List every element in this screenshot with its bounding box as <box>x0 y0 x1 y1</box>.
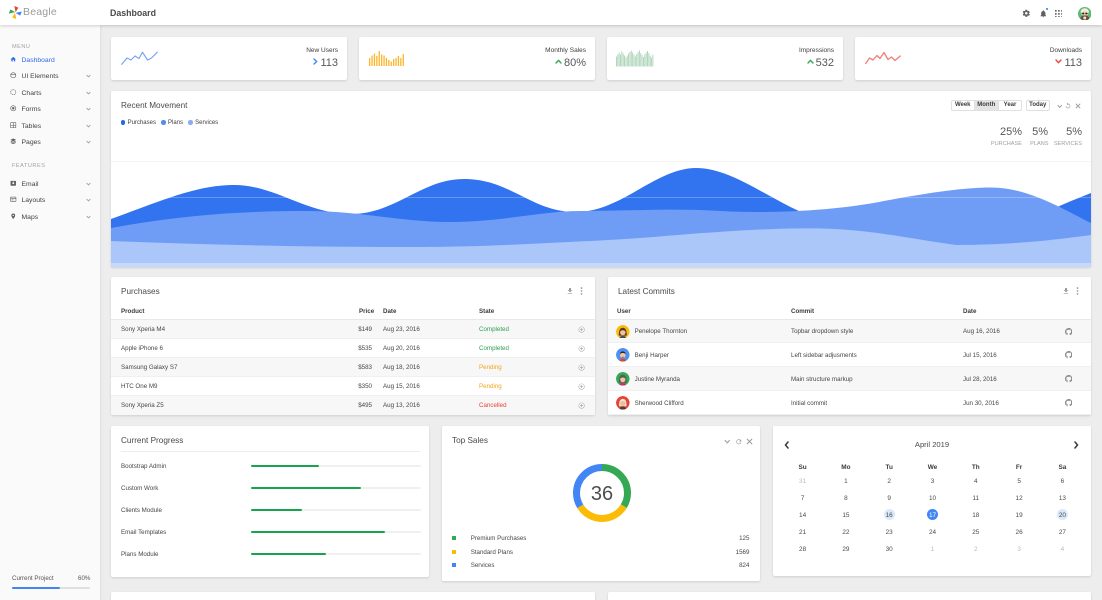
svg-text:36: 36 <box>591 483 613 505</box>
